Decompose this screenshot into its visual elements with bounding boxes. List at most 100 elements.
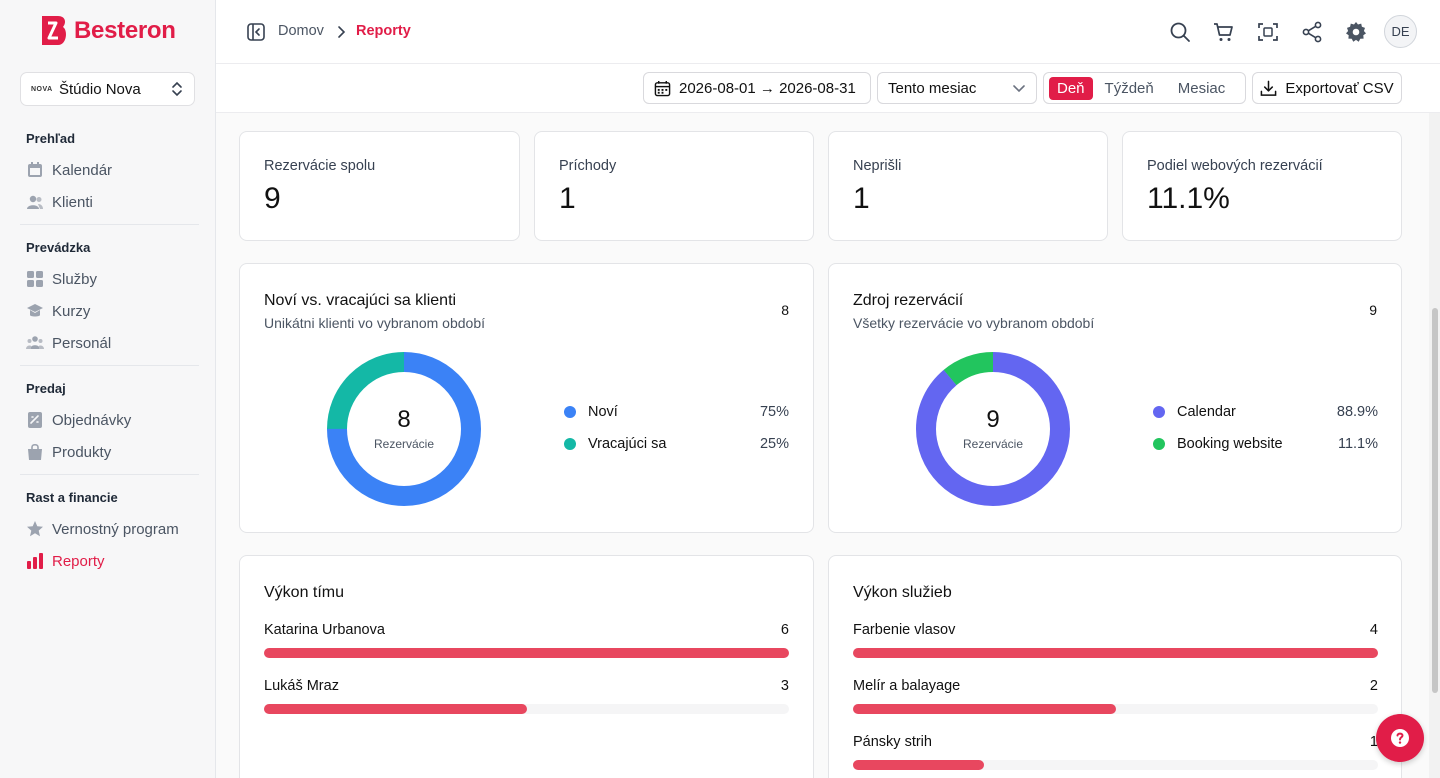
search-icon[interactable] [1168,20,1192,44]
sidebar-collapse-icon[interactable] [246,22,266,42]
sidebar-item-produkty[interactable]: Produkty [26,441,111,463]
performance-row: Pánsky strih 1 [853,734,1378,770]
cart-icon[interactable] [1212,20,1236,44]
service-performance-card: Výkon služieb Farbenie vlasov 4 Melír a b… [828,555,1402,778]
scan-icon[interactable] [1256,20,1280,44]
legend-label: Noví [588,404,618,420]
progress-fill [264,704,527,714]
progress-track [853,648,1378,658]
besteron-logo-icon [42,16,66,45]
date-range-picker[interactable]: 2026-08-01 → 2026-08-31 [643,72,871,104]
bar-chart-icon [27,553,43,569]
breadcrumb-current: Reporty [356,23,411,39]
performance-row: Farbenie vlasov 4 [853,622,1378,658]
sidebar-item-personal[interactable]: Personál [26,332,111,354]
legend-value: 11.1% [1337,436,1378,452]
chevron-up-down-icon [172,81,182,97]
row-value: 4 [1369,622,1378,638]
team-icon [26,336,44,349]
sidebar-item-label: Produkty [52,443,112,461]
chart-total: 9 [1369,302,1377,318]
row-label: Pánsky strih [853,734,932,750]
export-csv-label: Exportovať CSV [1285,79,1394,97]
granularity-week-button[interactable]: Týždeň [1104,79,1154,97]
sidebar-item-klienti[interactable]: Klienti [26,191,93,213]
user-avatar[interactable]: DE [1384,15,1417,48]
donut-center-label: Rezervácie [373,437,435,451]
legend-item: Vracajúci sa 25% [564,436,789,452]
progress-track [264,648,789,658]
breadcrumb-home[interactable]: Domov [278,23,324,39]
clients-donut-chart [327,352,481,506]
sidebar-item-label: Služby [52,270,98,288]
gear-icon[interactable] [1344,20,1368,44]
sidebar-item-objednavky[interactable]: Objednávky [26,409,131,431]
source-donut-chart [916,352,1070,506]
row-label: Katarina Urbanova [264,622,385,638]
legend-dot [1153,406,1165,418]
donut-center-label: Rezervácie [962,437,1024,451]
granularity-toggle: Deň Týždeň Mesiac [1043,72,1246,104]
legend-value: 25% [759,436,789,452]
donut-center-value: 8 [397,406,411,433]
receipt-icon [28,412,42,428]
studio-switcher[interactable]: NOVA Štúdio Nova [20,72,195,106]
scrollbar-thumb[interactable] [1432,308,1438,693]
brand-name: Besteron [74,17,176,44]
legend-value: 88.9% [1336,404,1378,420]
help-button[interactable] [1376,714,1424,762]
kpi-label: Rezervácie spolu [264,158,376,174]
sidebar-item-kalendar[interactable]: Kalendár [26,159,112,181]
chart-total: 8 [781,302,789,318]
legend-item: Noví 75% [564,404,789,420]
kpi-value: 11.1% [1147,182,1230,215]
sidebar-item-label: Objednávky [52,411,132,429]
progress-fill [853,760,985,770]
kpi-card: Rezervácie spolu 9 [239,131,520,241]
granularity-month-button[interactable]: Mesiac [1177,79,1226,97]
legend-value: 75% [759,404,789,420]
brand-logo[interactable]: Besteron [40,14,176,48]
kpi-card: Neprišli 1 [828,131,1108,241]
legend-item: Calendar 88.9% [1153,404,1378,420]
date-range-value: 2026-08-01 → 2026-08-31 [679,79,856,97]
progress-track [264,704,789,714]
sidebar-item-label: Kalendár [52,161,113,179]
filter-bar: 2026-08-01 → 2026-08-31 Tento mesiac Deň… [216,64,1440,113]
sidebar-item-label: Klienti [52,193,93,211]
export-csv-button[interactable]: Exportovať CSV [1252,72,1402,104]
kpi-card: Podiel webových rezervácií 11.1% [1122,131,1402,241]
card-title: Výkon tímu [264,584,345,601]
chevron-down-icon [1013,85,1025,93]
legend-label: Booking website [1177,436,1283,452]
period-select[interactable]: Tento mesiac [877,72,1037,104]
studio-logo: NOVA [31,85,53,93]
kpi-label: Podiel webových rezervácií [1147,158,1323,174]
performance-row: Lukáš Mraz 3 [264,678,789,714]
row-label: Lukáš Mraz [264,678,339,694]
sidebar-item-kurzy[interactable]: Kurzy [26,300,90,322]
users-icon [27,195,43,209]
chart-title: Zdroj rezervácií [853,292,964,309]
row-value: 6 [780,622,789,638]
row-label: Farbenie vlasov [853,622,956,638]
donut-slice-calendar [916,352,1070,506]
scrollbar[interactable] [1429,113,1440,778]
sidebar-item-vernostny-program[interactable]: Vernostný program [26,518,179,540]
download-icon [1261,80,1277,96]
sidebar-item-label: Kurzy [52,302,91,320]
section-title-prehlad: Prehľad [26,131,76,146]
kpi-label: Neprišli [853,158,902,174]
progress-track [853,704,1378,714]
granularity-day-button[interactable]: Deň [1049,76,1093,100]
sidebar-item-reporty[interactable]: Reporty [26,550,105,572]
kpi-value: 1 [559,182,576,215]
chevron-right-icon [338,26,346,38]
sidebar-item-sluzby[interactable]: Služby [26,268,97,290]
calendar-icon [28,162,42,177]
report-content: Rezervácie spolu 9 Príchody 1 Neprišli 1… [216,113,1425,778]
legend-label: Calendar [1177,404,1236,420]
progress-fill [264,648,789,658]
performance-row: Melír a balayage 2 [853,678,1378,714]
share-icon[interactable] [1300,20,1324,44]
